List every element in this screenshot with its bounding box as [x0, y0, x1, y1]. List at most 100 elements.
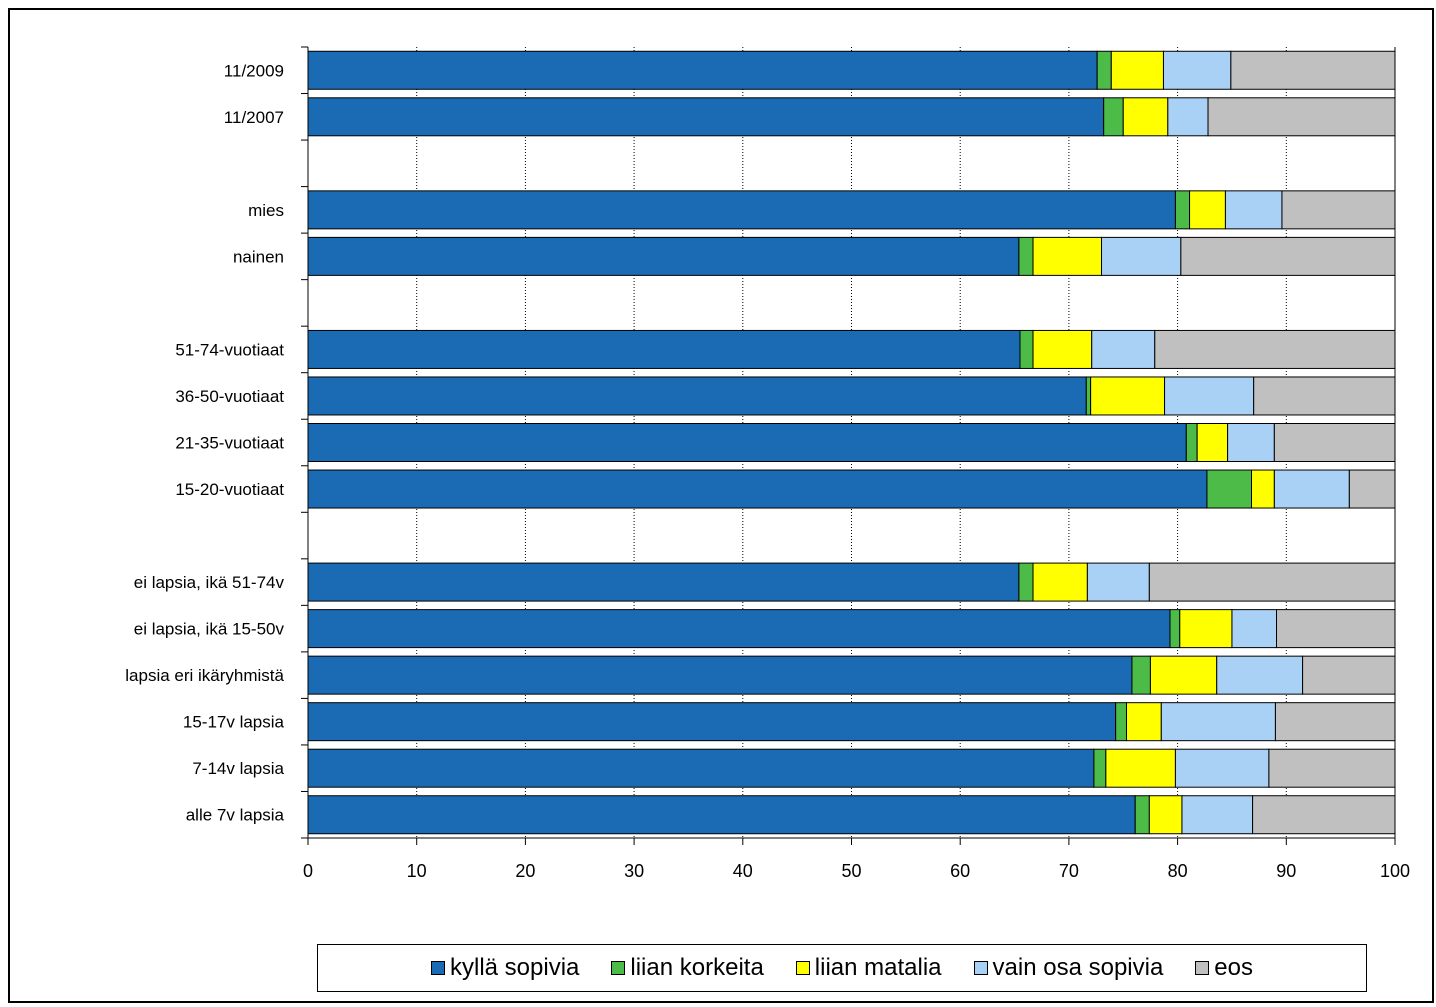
- bar-segment: [1148, 795, 1183, 835]
- bar-segment: [1103, 97, 1124, 137]
- bar-segment: [1131, 655, 1151, 695]
- bar-segment: [1093, 748, 1107, 788]
- legend-item: kyllä sopivia: [431, 954, 579, 982]
- bar-segment: [1230, 50, 1396, 90]
- legend-item: vain osa sopivia: [973, 954, 1164, 982]
- bar-segment: [1174, 190, 1191, 230]
- category-label: 36-50-vuotiaat: [175, 387, 284, 406]
- bars: [307, 50, 1396, 835]
- stacked-bar-chart: 11/2009 11/2007 mies nainen 51-74-vuotiaat 36…: [125, 46, 1410, 881]
- bar-segment: [307, 376, 1087, 416]
- x-tick-label: 20: [515, 861, 535, 881]
- bar-segment: [307, 655, 1133, 695]
- category-label: 15-17v lapsia: [183, 713, 285, 732]
- bar-segment: [1181, 795, 1254, 835]
- bar-segment: [1253, 376, 1396, 416]
- category-label: lapsia eri ikäryhmistä: [125, 666, 284, 685]
- bar-segment: [1224, 190, 1283, 230]
- axes: [301, 46, 1396, 845]
- bar-segment: [1196, 423, 1229, 462]
- bar-segment: [1115, 702, 1128, 742]
- legend-item: liian korkeita: [611, 954, 764, 982]
- bar-segment: [1207, 97, 1396, 137]
- x-tick-label: 70: [1059, 861, 1079, 881]
- bar-segment: [307, 469, 1208, 509]
- bar-segment: [307, 795, 1136, 835]
- bar-segment: [1148, 562, 1396, 602]
- bar-segment: [307, 748, 1095, 788]
- bar-segment: [1231, 609, 1278, 649]
- category-label: 11/2007: [224, 108, 284, 127]
- legend-label: eos: [1214, 954, 1253, 981]
- bar-segment: [1167, 97, 1209, 137]
- bar-segment: [1206, 469, 1253, 509]
- legend-swatch: [611, 961, 626, 975]
- chart-frame: 11/2009 11/2007 mies nainen 51-74-vuotiaat 36…: [8, 8, 1434, 1003]
- bar-segment: [1126, 702, 1162, 742]
- legend-label: vain osa sopivia: [992, 954, 1164, 981]
- bar-segment: [1018, 562, 1034, 602]
- legend-item: liian matalia: [795, 954, 942, 982]
- legend-label: liian korkeita: [630, 954, 764, 981]
- category-label: nainen: [233, 247, 284, 266]
- x-tick-label: 30: [624, 861, 644, 881]
- bar-segment: [307, 562, 1020, 602]
- bar-segment: [1276, 609, 1396, 649]
- bar-segment: [1273, 469, 1350, 509]
- bar-segment: [1216, 655, 1304, 695]
- legend: kyllä sopivia liian korkeita liian matalia…: [317, 944, 1367, 992]
- bar-segment: [1162, 50, 1232, 90]
- category-label: 51-74-vuotiaat: [175, 340, 284, 359]
- bar-segment: [1302, 655, 1396, 695]
- bar-segment: [307, 423, 1187, 462]
- bar-segment: [1018, 236, 1034, 276]
- bar-segment: [307, 190, 1176, 230]
- bar-segment: [1105, 748, 1176, 788]
- category-label: ei lapsia, ikä 15-50v: [134, 620, 285, 639]
- bar-segment: [1091, 329, 1156, 369]
- legend-swatch: [1195, 961, 1210, 975]
- bar-segment: [307, 236, 1020, 276]
- bar-segment: [1134, 795, 1150, 835]
- bar-segment: [307, 702, 1117, 742]
- bar-segment: [1086, 562, 1150, 602]
- bar-segment: [1149, 655, 1218, 695]
- legend-label: kyllä sopivia: [450, 954, 580, 981]
- bar-segment: [1252, 795, 1396, 835]
- labels: 11/2009 11/2007 mies nainen 51-74-vuotiaat 36…: [125, 61, 1410, 881]
- bar-segment: [1268, 748, 1396, 788]
- bar-segment: [1251, 469, 1275, 509]
- bar-segment: [1110, 50, 1164, 90]
- category-label: alle 7v lapsia: [186, 806, 285, 825]
- bar-segment: [1164, 376, 1255, 416]
- x-tick-label: 50: [841, 861, 861, 881]
- x-tick-label: 10: [407, 861, 427, 881]
- bar-segment: [1032, 236, 1103, 276]
- category-label: 11/2009: [224, 61, 284, 80]
- bar-segment: [1154, 329, 1396, 369]
- bar-segment: [1101, 236, 1182, 276]
- bar-segment: [1348, 469, 1396, 509]
- bar-segment: [1160, 702, 1276, 742]
- bar-segment: [1096, 50, 1112, 90]
- bar-segment: [307, 97, 1105, 137]
- bar-segment: [1180, 236, 1396, 276]
- category-label: 21-35-vuotiaat: [175, 434, 284, 453]
- bar-segment: [1273, 423, 1396, 462]
- bar-segment: [1090, 376, 1166, 416]
- bar-segment: [1019, 329, 1034, 369]
- bar-segment: [1085, 376, 1092, 416]
- category-label: 7-14v lapsia: [192, 759, 284, 778]
- bar-segment: [1179, 609, 1233, 649]
- legend-swatch: [973, 961, 988, 975]
- x-tick-label: 60: [950, 861, 970, 881]
- x-tick-label: 0: [303, 861, 313, 881]
- legend-item: eos: [1195, 954, 1253, 982]
- legend-label: liian matalia: [814, 954, 942, 981]
- x-tick-label: 40: [733, 861, 753, 881]
- bar-segment: [307, 329, 1021, 369]
- x-tick-label: 100: [1380, 861, 1410, 881]
- category-label: ei lapsia, ikä 51-74v: [134, 573, 285, 592]
- bar-segment: [1281, 190, 1396, 230]
- bar-segment: [307, 609, 1171, 649]
